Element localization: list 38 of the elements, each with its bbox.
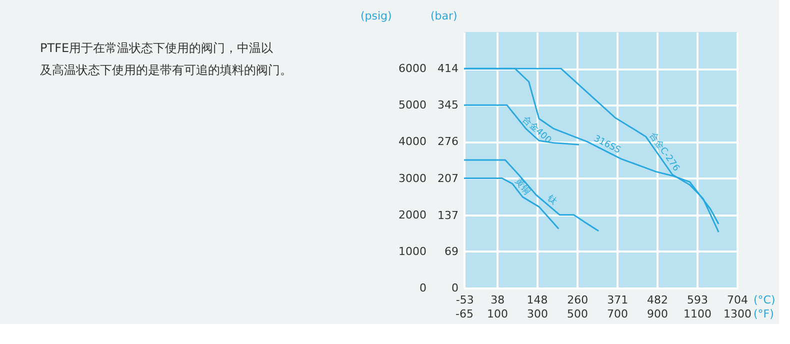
x2-tick-label: -53	[456, 294, 474, 306]
text: PTFE用于在常温状态下使用的阀门，中温以及高温状态下使用的是带有可追的填料的阀门。	[40, 41, 292, 77]
y2-tick-label: 345	[438, 98, 458, 112]
x-tick-label: -65	[456, 308, 474, 320]
y-axis-title: (psig)	[360, 10, 392, 22]
text: 合金400	[520, 114, 554, 146]
y2-axis-title: (bar)	[430, 10, 458, 22]
x-tick-label: 300	[527, 308, 548, 320]
y-tick-label: 4000	[398, 135, 426, 148]
y-tick-label: 3000	[398, 172, 426, 185]
x-tick-label: 1300	[724, 308, 752, 320]
text: 黄铜	[512, 176, 532, 197]
x-tick-label: 700	[607, 308, 628, 320]
y2-tick-label: 207	[438, 172, 458, 185]
y2-tick-label: 414	[438, 62, 458, 76]
x2-tick-label: 593	[687, 294, 708, 306]
x-axis-title: (°F)	[754, 308, 774, 320]
x2-tick-label: 260	[567, 294, 588, 306]
y-tick-label: 0	[420, 282, 426, 294]
x2-tick-label: 148	[526, 294, 548, 306]
x2-tick-label: 704	[727, 294, 748, 306]
y2-tick-label: 0	[452, 282, 458, 294]
y2-tick-label: 276	[438, 135, 458, 148]
y2-tick-label: 137	[438, 208, 458, 222]
y-tick-label: 2000	[398, 208, 426, 222]
y-tick-label: 5000	[398, 98, 426, 112]
y-tick-label: 6000	[398, 62, 426, 76]
text: 钛	[544, 192, 560, 207]
x2-tick-label: 38	[490, 294, 505, 306]
x-tick-label: 500	[567, 308, 588, 320]
x-tick-label: 100	[487, 308, 508, 320]
x-tick-label: 1100	[684, 308, 712, 320]
x2-tick-label: 371	[607, 294, 628, 306]
x-tick-label: 900	[647, 308, 668, 320]
y2-tick-label: 69	[444, 244, 458, 258]
y-tick-label: 1000	[398, 244, 426, 258]
x2-axis-title: (°C)	[754, 294, 776, 306]
x2-tick-label: 482	[647, 294, 668, 306]
